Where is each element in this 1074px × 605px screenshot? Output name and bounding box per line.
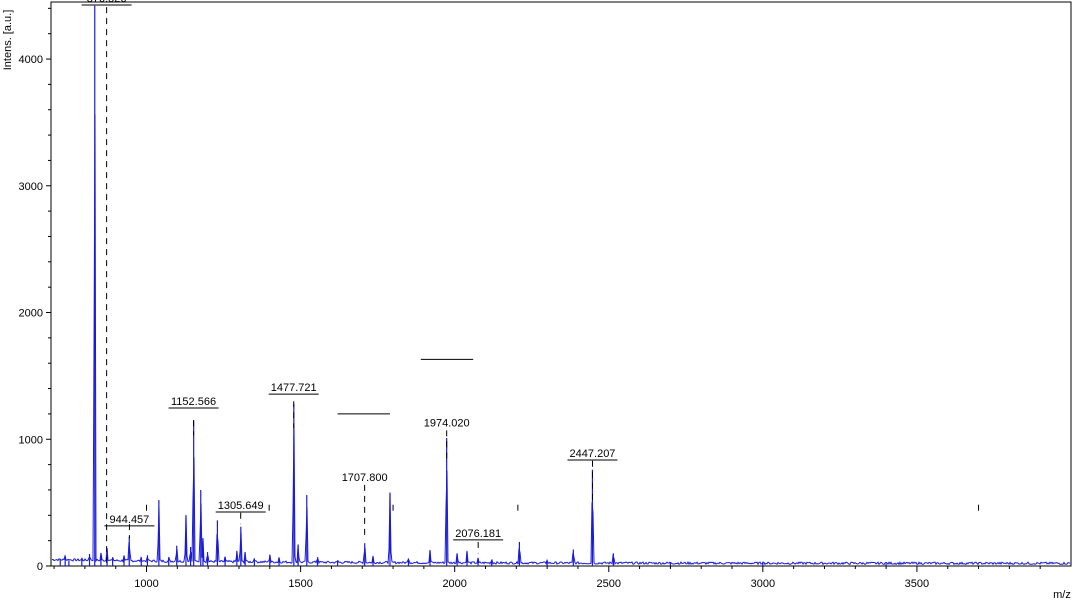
y-tick-label: 4000	[19, 54, 43, 66]
peak-label: 1974.020	[424, 418, 470, 430]
x-tick-label: 1000	[134, 578, 158, 590]
x-tick-label: 3000	[751, 578, 775, 590]
x-axis-label: m/z	[1053, 589, 1071, 600]
y-tick-label: 0	[37, 561, 43, 573]
peak-label: 1707.800	[342, 472, 388, 484]
peak-label: 870.526	[87, 0, 127, 5]
x-tick-label: 1500	[288, 578, 312, 590]
peak-label: 1477.721	[271, 382, 317, 394]
peak-label: 2447.207	[570, 448, 616, 460]
peak-label: 944.457	[110, 514, 150, 526]
plot-frame	[50, 1, 1072, 567]
spectrum-trace	[51, 114, 1071, 566]
peak-label: 1152.566	[171, 396, 216, 408]
x-tick-label: 2500	[597, 578, 621, 590]
y-tick-label: 2000	[19, 308, 43, 320]
x-tick-label: 3500	[905, 578, 929, 590]
y-tick-label: 1000	[19, 434, 43, 446]
peak-label: 2076.181	[455, 528, 501, 540]
x-tick-label: 2000	[442, 578, 466, 590]
y-tick-label: 3000	[19, 181, 43, 193]
y-axis-label: Intens. [a.u.]	[2, 10, 14, 71]
peak-label: 1305.649	[218, 500, 264, 512]
